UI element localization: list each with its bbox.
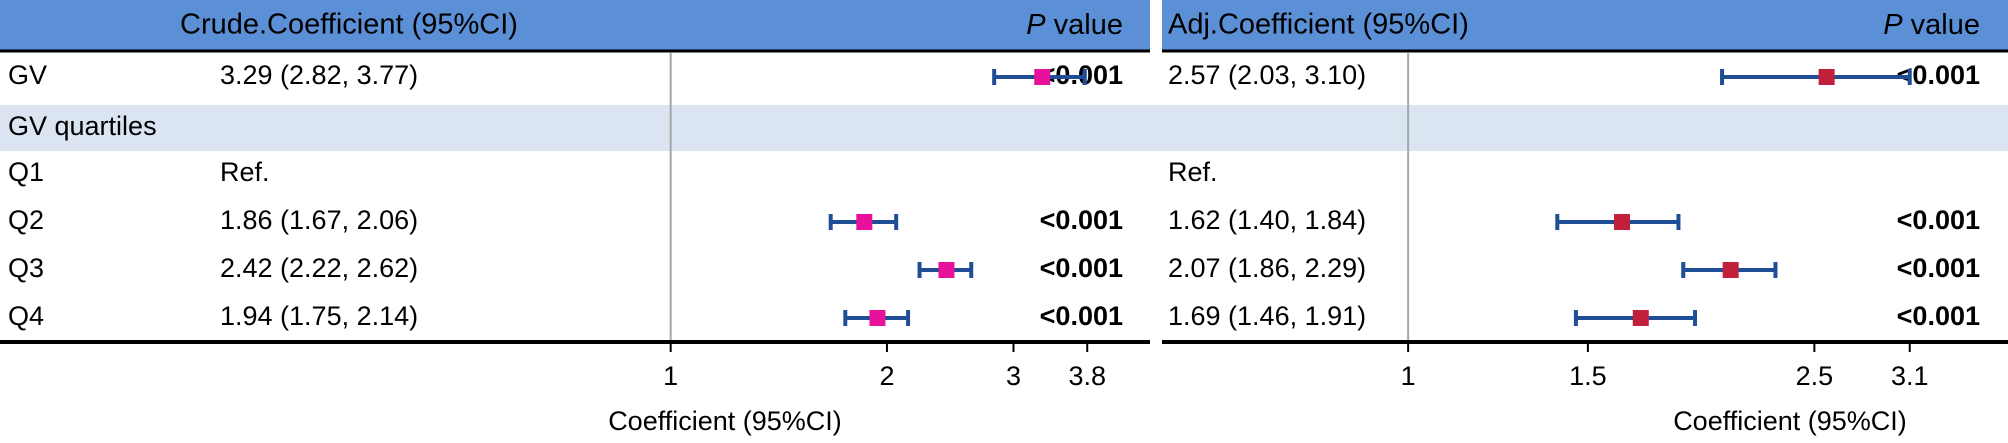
estimate-text-crude: 2.42 (2.22, 2.62): [220, 253, 418, 283]
row-label: Q1: [8, 157, 44, 187]
point-estimate-crude: [1034, 69, 1051, 85]
tick-label-crude: 3.8: [1068, 361, 1106, 391]
estimate-text-adjusted: Ref.: [1168, 157, 1218, 187]
estimate-text-crude: 1.86 (1.67, 2.06): [220, 205, 418, 235]
coef-header-adjusted: Adj.Coefficient (95%CI): [1168, 9, 1469, 41]
estimate-text-adjusted: 1.62 (1.40, 1.84): [1168, 205, 1366, 235]
row-label: Q4: [8, 301, 44, 331]
panel-crude: Crude.Coefficient (95%CI) P value 1 2 3 3.8 Co…: [180, 9, 1123, 436]
tick-label-crude: 3: [1006, 361, 1021, 391]
tick-label-crude: 2: [879, 361, 894, 391]
p-value-header-crude: P value: [1026, 9, 1123, 41]
estimate-text-crude: 1.94 (1.75, 2.14): [220, 301, 418, 331]
p-value-crude: <0.001: [1040, 205, 1123, 235]
point-estimate-adjusted: [1722, 262, 1739, 278]
tick-label-adjusted: 1.5: [1569, 361, 1607, 391]
estimate-text-adjusted: 1.69 (1.46, 1.91): [1168, 301, 1366, 331]
estimate-text-crude: Ref.: [220, 157, 270, 187]
group-label: GV quartiles: [8, 111, 157, 141]
point-estimate-adjusted: [1614, 214, 1631, 230]
point-estimate-adjusted: [1632, 310, 1649, 326]
row-label: Q3: [8, 253, 44, 283]
p-value-adjusted: <0.001: [1897, 253, 1980, 283]
p-value-crude: <0.001: [1040, 253, 1123, 283]
header-bar-adjusted: [1162, 0, 2008, 50]
estimate-text-crude: 3.29 (2.82, 3.77): [220, 60, 418, 90]
row-label: Q2: [8, 205, 44, 235]
x-axis-label-crude: Coefficient (95%CI): [608, 406, 842, 436]
p-value-adjusted: <0.001: [1897, 205, 1980, 235]
point-estimate-crude: [856, 214, 873, 230]
coef-header-crude: Crude.Coefficient (95%CI): [180, 9, 518, 41]
group-band: [0, 105, 2008, 151]
panel-adjusted: Adj.Coefficient (95%CI) P value 1 1.5 2.5 3.1…: [1168, 9, 1980, 436]
tick-label-crude: 1: [663, 361, 678, 391]
tick-label-adjusted: 1: [1401, 361, 1416, 391]
p-value-header-adjusted: P value: [1883, 9, 1980, 41]
point-estimate-crude: [869, 310, 886, 326]
header-bar-crude: [0, 0, 1150, 50]
estimate-text-adjusted: 2.57 (2.03, 3.10): [1168, 60, 1366, 90]
row-label: GV: [8, 60, 47, 90]
point-estimate-crude: [938, 262, 955, 278]
tick-label-adjusted: 3.1: [1891, 361, 1929, 391]
estimate-text-adjusted: 2.07 (1.86, 2.29): [1168, 253, 1366, 283]
x-axis-label-adjusted: Coefficient (95%CI): [1673, 406, 1907, 436]
tick-label-adjusted: 2.5: [1796, 361, 1834, 391]
p-value-adjusted: <0.001: [1897, 301, 1980, 331]
point-estimate-adjusted: [1818, 69, 1835, 85]
p-value-crude: <0.001: [1040, 301, 1123, 331]
